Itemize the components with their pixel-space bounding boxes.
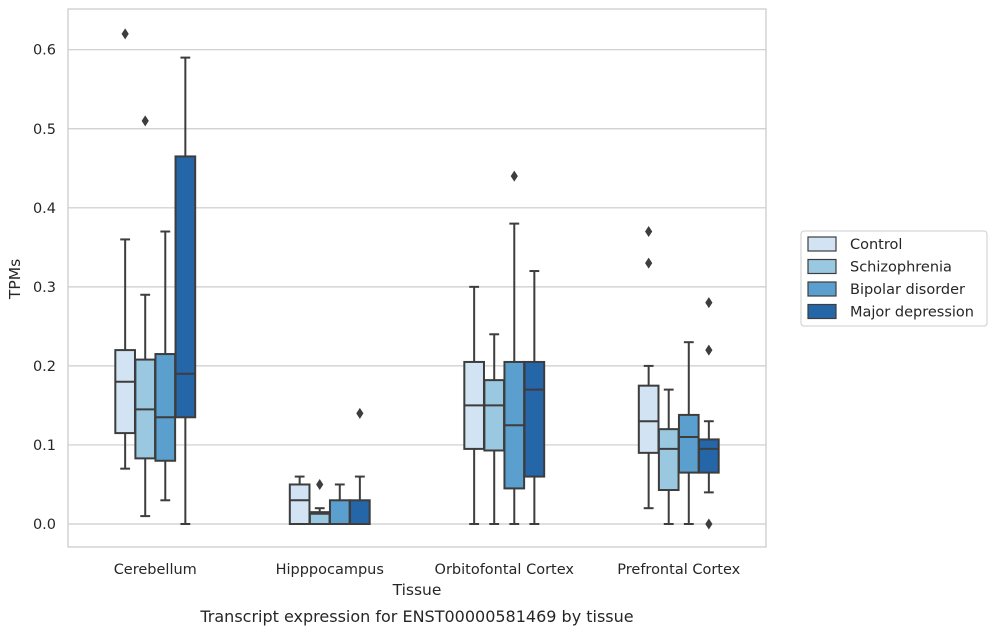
legend-swatch-bipolar-disorder [807,281,837,297]
y-tick-label: 0.6 [33,43,56,59]
box-body [483,379,506,452]
box-control-orbitofontal-cortex [463,285,485,525]
box-body [114,349,136,435]
legend-label-bipolar-disorder: Bipolar disorder [850,282,965,298]
outlier-point [121,28,129,40]
box-schizophrenia-orbitofontal-cortex [483,333,506,525]
legend-label-schizophrenia: Schizophrenia [850,260,952,276]
box-bipolar-disorder-prefrontal-cortex [677,341,700,525]
box-bipolar-disorder-hipppocampus [328,483,351,526]
x-tick-label-prefrontal-cortex: Prefrontal Cortex [617,562,740,578]
box-body [174,155,197,419]
legend-label-major-depression: Major depression [850,305,974,321]
x-tick-label-orbitofontal-cortex: Orbitofontal Cortex [435,562,575,578]
outlier-point [356,407,364,419]
outlier-point [705,344,713,356]
outlier-point [645,257,653,269]
box-bipolar-disorder-orbitofontal-cortex [503,170,526,525]
box-body [288,483,311,526]
box-body [637,384,660,454]
box-body [154,353,177,462]
legend-swatch-schizophrenia [807,258,837,275]
outlier-point [645,226,653,238]
box-body [677,413,700,474]
chart-caption: Transcript expression for ENST0000058146… [199,607,633,626]
outlier-point [705,518,713,530]
box-bipolar-disorder-cerebellum [154,230,177,502]
y-tick-label: 0.0 [33,517,56,533]
box-body [328,499,351,526]
y-tick-label: 0.5 [33,122,56,138]
box-control-hipppocampus [288,475,311,526]
legend-frame [800,230,988,327]
plot-area-frame [67,8,767,548]
x-axis-ticks: Cerebellum Hipppocampus Orbitofontal Corte… [114,562,741,578]
box-control-prefrontal-cortex [637,226,660,510]
box-major-depression-prefrontal-cortex [698,297,720,530]
y-tick-label: 0.4 [33,201,56,217]
legend-label-control: Control [850,237,902,253]
y-tick-label: 0.3 [33,280,56,296]
y-axis-ticks: 0.0 0.1 0.2 0.3 0.4 0.5 0.6 [33,43,56,533]
series-schizophrenia [134,115,680,526]
legend-swatch-control [807,236,837,252]
box-major-depression-cerebellum [174,56,197,525]
y-axis-title: TPMs [6,259,24,300]
outlier-point [705,297,713,309]
box-plot-series [114,28,720,530]
box-body [349,499,371,526]
box-schizophrenia-prefrontal-cortex [657,388,680,525]
box-control-cerebellum [114,28,136,470]
y-tick-label: 0.1 [33,438,56,454]
x-tick-label-cerebellum: Cerebellum [114,562,197,578]
chart-legend: Control Schizophrenia Bipolar disorder Majo… [800,230,988,327]
box-body [698,438,720,474]
series-bipolar-disorder [154,170,700,526]
outlier-point [510,170,518,182]
box-schizophrenia-hipppocampus [308,478,331,526]
x-axis-title: Tissue [392,581,442,599]
legend-swatch-major-depression [807,303,837,320]
series-control [114,28,660,526]
box-body [657,428,680,492]
box-schizophrenia-cerebellum [134,115,157,518]
box-body [523,360,546,478]
box-major-depression-orbitofontal-cortex [523,270,546,525]
series-major-depression [174,56,720,530]
outlier-point [316,478,324,490]
outlier-point [141,115,149,127]
y-tick-label: 0.2 [33,359,56,375]
box-major-depression-hipppocampus [349,407,371,526]
x-tick-label-hipppocampus: Hipppocampus [276,562,384,578]
